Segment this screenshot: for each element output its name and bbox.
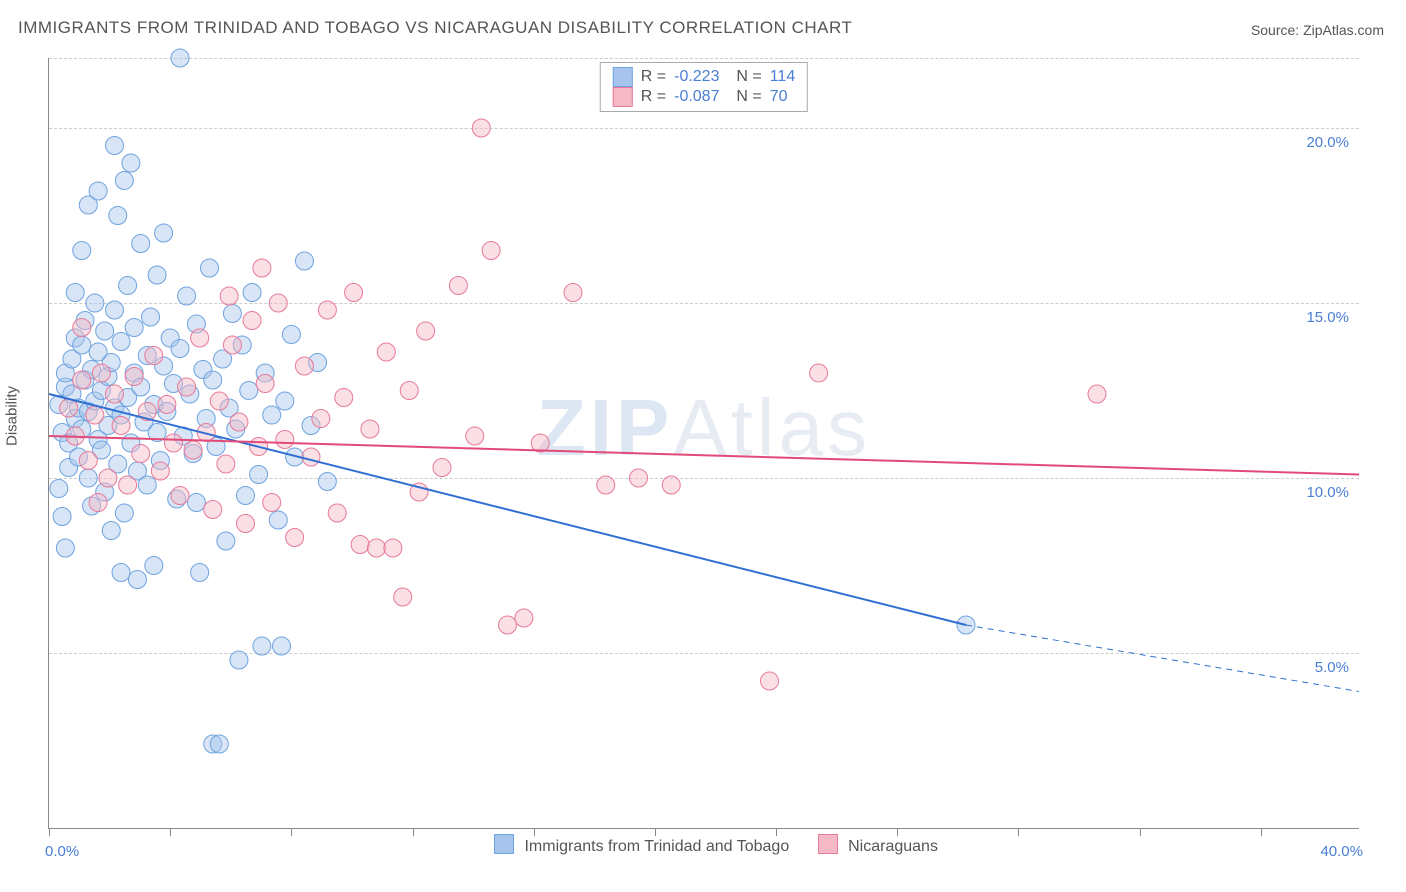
legend-swatch-0 <box>494 834 514 854</box>
stats-row-series-1: R =-0.087 N =70 <box>613 87 795 107</box>
legend-swatch-1 <box>818 834 838 854</box>
swatch-series-0 <box>613 67 633 87</box>
source-attribution: Source: ZipAtlas.com <box>1251 22 1384 38</box>
plot-area: ZIPAtlas 5.0%10.0%15.0%20.0% R =-0.223 N… <box>48 58 1359 829</box>
legend-label-0: Immigrants from Trinidad and Tobago <box>524 838 789 855</box>
stats-legend-box: R =-0.223 N =114 R =-0.087 N =70 <box>600 62 808 112</box>
stats-row-series-0: R =-0.223 N =114 <box>613 67 795 87</box>
legend-label-1: Nicaraguans <box>848 838 938 855</box>
y-axis-label: Disability <box>4 386 21 446</box>
chart-title: IMMIGRANTS FROM TRINIDAD AND TOBAGO VS N… <box>18 18 852 38</box>
bottom-legend: Immigrants from Trinidad and Tobago Nica… <box>49 834 1359 856</box>
scatter-svg <box>49 58 1359 828</box>
swatch-series-1 <box>613 87 633 107</box>
